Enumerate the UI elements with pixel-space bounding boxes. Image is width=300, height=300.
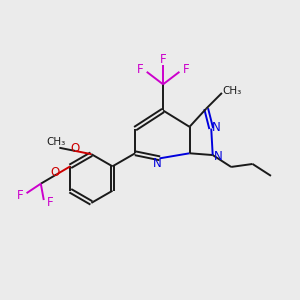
Text: O: O xyxy=(71,142,80,155)
Text: N: N xyxy=(153,157,162,170)
Text: F: F xyxy=(137,63,143,76)
Text: CH₃: CH₃ xyxy=(47,137,66,147)
Text: N: N xyxy=(214,150,222,163)
Text: CH₃: CH₃ xyxy=(223,85,242,95)
Text: N: N xyxy=(212,121,221,134)
Text: F: F xyxy=(47,196,54,209)
Text: O: O xyxy=(50,166,59,179)
Text: F: F xyxy=(17,189,23,202)
Text: F: F xyxy=(183,63,189,76)
Text: F: F xyxy=(160,53,166,66)
